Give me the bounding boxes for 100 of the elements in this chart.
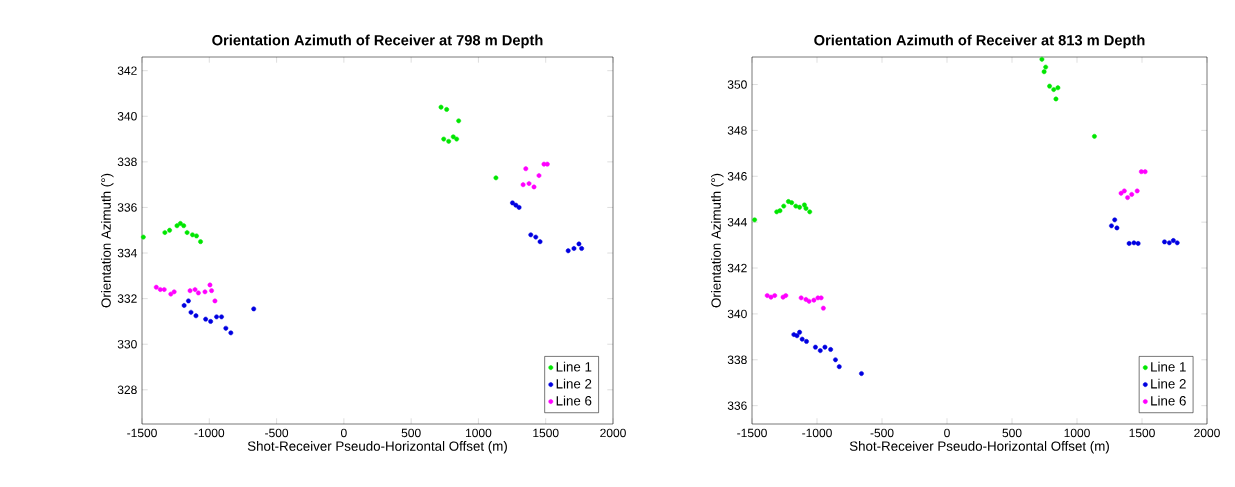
y-tick-label: 344 (727, 217, 747, 227)
point (450, 134, 456, 140)
point (510, 200, 515, 206)
point (1135, 241, 1141, 246)
x-tick-label: 500 (401, 428, 421, 438)
point (1118, 190, 1124, 196)
point (1126, 241, 1132, 246)
point (520, 182, 526, 188)
y-axis-title: Orientation Azimuth (°) (711, 173, 724, 308)
point (781, 203, 787, 209)
point (1092, 133, 1097, 139)
point (516, 205, 522, 210)
point (187, 288, 193, 294)
y-tick-label: 332 (117, 294, 137, 303)
y-tick-label: 336 (117, 203, 137, 212)
x-tick-label: 2000 (1194, 428, 1220, 438)
x-tick-label: -1000 (802, 428, 832, 438)
y-tick-label: 334 (117, 248, 137, 258)
point (454, 136, 460, 142)
point (194, 233, 199, 239)
point (207, 282, 213, 288)
point (1121, 188, 1127, 194)
x-tick-label: -1500 (737, 428, 767, 438)
y-tick-label: 350 (727, 80, 747, 89)
x-tick-label: 0 (340, 428, 347, 438)
x-tick-label: -1500 (127, 428, 157, 438)
point (798, 295, 804, 301)
point (541, 161, 547, 167)
point (818, 295, 824, 301)
legend-label: Line 6 (556, 395, 592, 406)
point (1047, 83, 1052, 89)
point (1166, 240, 1172, 246)
point (202, 289, 208, 295)
point (212, 298, 218, 304)
point (804, 339, 809, 344)
x-tick-label: 500 (1002, 428, 1022, 438)
point (528, 232, 534, 238)
point (1053, 96, 1059, 102)
point (1041, 69, 1047, 75)
point (833, 357, 838, 363)
y-tick-label: 338 (117, 157, 137, 167)
point (198, 239, 203, 245)
point (544, 161, 550, 167)
y-tick-label: 342 (117, 66, 137, 75)
point (140, 234, 146, 240)
point (822, 344, 828, 350)
point (536, 173, 542, 178)
point (576, 241, 582, 247)
point (579, 246, 585, 251)
point (1131, 240, 1137, 246)
y-tick-label: 346 (727, 172, 747, 181)
point (1043, 64, 1049, 70)
point (1162, 239, 1167, 245)
point (777, 208, 783, 214)
point (523, 166, 529, 172)
point (806, 298, 812, 304)
y-tick-label: 336 (727, 401, 747, 410)
point (190, 232, 195, 238)
point (526, 181, 532, 186)
point (789, 200, 795, 206)
point (799, 336, 805, 342)
point (752, 217, 758, 223)
x-tick-label: 1500 (533, 428, 559, 438)
legend-label: Line 2 (556, 378, 592, 389)
x-tick-label: -500 (265, 428, 289, 438)
point (859, 371, 864, 376)
point (1174, 240, 1180, 246)
point (219, 314, 224, 320)
point (1170, 238, 1176, 243)
y-tick-label: 342 (727, 263, 747, 273)
point (167, 227, 172, 233)
y-tick-label: 348 (727, 126, 747, 135)
point (571, 246, 577, 251)
point (181, 303, 187, 308)
point (188, 309, 194, 315)
point (1142, 169, 1148, 175)
point (820, 305, 826, 311)
chart-title: Orientation Azimuth of Receiver at 798 m Depth (212, 34, 543, 49)
point (797, 204, 802, 210)
point (1051, 87, 1057, 92)
point (764, 293, 770, 298)
point (438, 104, 444, 110)
point (1138, 169, 1144, 175)
x-axis-title: Shot-Receiver Pseudo-Horizontal Offset (m) (849, 441, 1109, 454)
point (157, 287, 163, 292)
point (797, 329, 802, 335)
point (186, 298, 191, 304)
x-tick-label: -1000 (194, 428, 225, 438)
point (214, 314, 219, 320)
x-tick-label: 0 (944, 428, 950, 438)
y-axis-title: Orientation Azimuth (°) (101, 173, 114, 308)
point (223, 325, 229, 331)
point (1114, 225, 1120, 231)
point (193, 313, 199, 319)
y-tick-label: 330 (117, 339, 137, 349)
point (793, 203, 799, 209)
point (203, 316, 209, 322)
chart-title: Orientation Azimuth of Receiver at 813 m Depth (814, 34, 1145, 49)
point (444, 107, 450, 112)
point (162, 230, 168, 235)
